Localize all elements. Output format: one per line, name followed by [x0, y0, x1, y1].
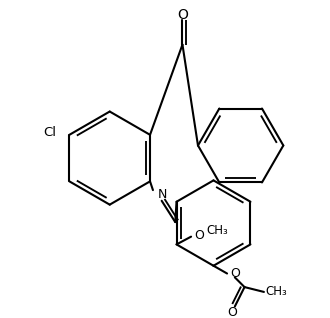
- Text: Cl: Cl: [43, 126, 56, 139]
- Text: N: N: [158, 189, 167, 201]
- Text: CH₃: CH₃: [207, 224, 228, 237]
- Text: O: O: [194, 229, 204, 242]
- Text: CH₃: CH₃: [266, 286, 288, 298]
- Text: O: O: [177, 8, 188, 22]
- Text: O: O: [227, 306, 237, 318]
- Text: O: O: [230, 267, 240, 280]
